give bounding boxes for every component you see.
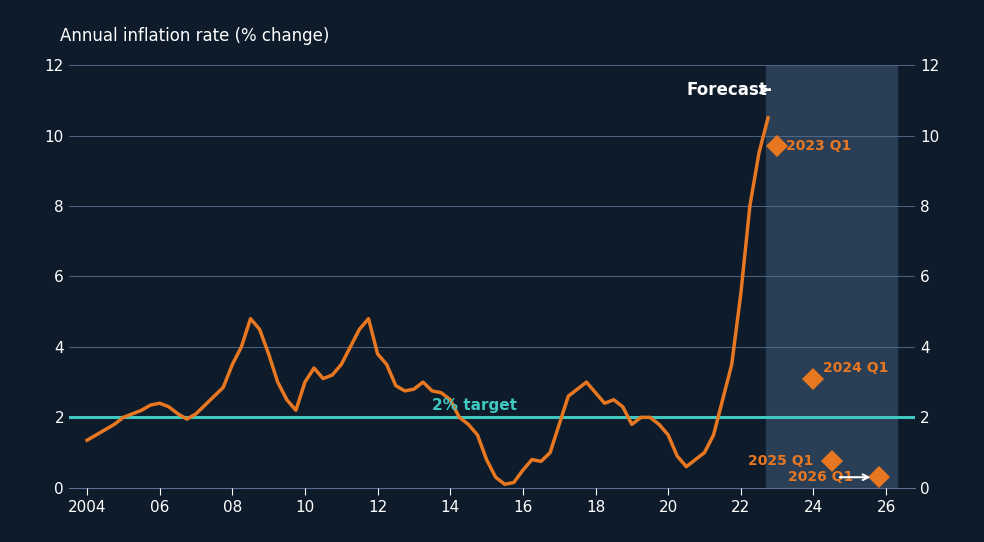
- Text: 2023 Q1: 2023 Q1: [786, 139, 851, 153]
- Text: Annual inflation rate (% change): Annual inflation rate (% change): [60, 27, 330, 45]
- Text: 2026 Q1: 2026 Q1: [788, 470, 853, 484]
- Text: Forecast: Forecast: [686, 81, 769, 99]
- Text: 2% target: 2% target: [432, 398, 517, 412]
- Text: 2025 Q1: 2025 Q1: [748, 454, 814, 468]
- Bar: [767, 65, 897, 488]
- Text: 2024 Q1: 2024 Q1: [823, 361, 888, 375]
